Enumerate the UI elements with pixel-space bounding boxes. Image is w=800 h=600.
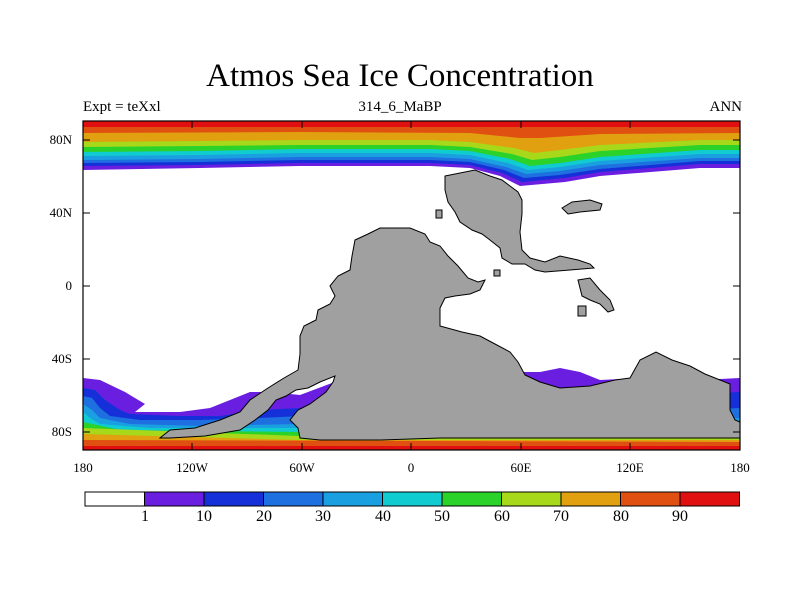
- colorbar-swatch-5: [382, 491, 443, 507]
- colorbar: [84, 491, 740, 507]
- colorbar-swatch-6: [441, 491, 502, 507]
- land-mass-island-4: [435, 209, 443, 219]
- colorbar-swatch-8: [560, 491, 621, 507]
- lat-ticks: [83, 139, 740, 433]
- lon-label-0: 0: [407, 460, 415, 475]
- colorbar-label-80: 80: [613, 508, 629, 525]
- land-mass-island-5: [493, 269, 501, 277]
- land-mass-island-1: [561, 199, 603, 215]
- colorbar-swatch-3: [263, 491, 324, 507]
- land-mass-eurasia: [444, 169, 596, 273]
- lon-label-60e: 60E: [510, 460, 532, 475]
- lon-label-120w: 120W: [176, 460, 208, 475]
- lat-label-80s: 80S: [51, 424, 72, 439]
- colorbar-swatch-7: [501, 491, 562, 507]
- lat-label-40s: 40S: [51, 351, 72, 366]
- colorbar-label-50: 50: [434, 508, 450, 525]
- colorbar-label-60: 60: [494, 508, 510, 525]
- colorbar-label-20: 20: [256, 508, 272, 525]
- season-label: ANN: [709, 99, 743, 115]
- colorbar-label-40: 40: [375, 508, 391, 525]
- colorbar-label-90: 90: [672, 508, 688, 525]
- arctic-sea-ice: [83, 121, 740, 186]
- colorbar-swatch-2: [203, 491, 264, 507]
- lon-ticks: [82, 121, 741, 450]
- lat-label-0: 0: [65, 278, 73, 293]
- colorbar-label-70: 70: [553, 508, 569, 525]
- lat-label-40n: 40N: [49, 205, 72, 220]
- lon-label-60w: 60W: [289, 460, 315, 475]
- experiment-label: Expt = teXxl: [83, 99, 161, 115]
- map-title: Atmos Sea Ice Concentration: [206, 58, 594, 94]
- lon-label-120e: 120E: [616, 460, 644, 475]
- colorbar-swatch-9: [620, 491, 681, 507]
- land-masses: [158, 169, 740, 441]
- colorbar-swatch-4: [322, 491, 383, 507]
- colorbar-label-30: 30: [315, 508, 331, 525]
- lon-label-180e: 180: [730, 460, 750, 475]
- land-mass-island-2: [577, 277, 615, 313]
- colorbar-swatch-1: [144, 491, 205, 507]
- lon-label-180w: 180: [73, 460, 93, 475]
- land-mass-gondwana: [158, 227, 740, 441]
- colorbar-label-1: 1: [141, 508, 149, 525]
- lat-label-80n: 80N: [49, 132, 72, 147]
- colorbar-label-10: 10: [196, 508, 212, 525]
- colorbar-swatch-0: [84, 491, 145, 507]
- land-mass-island-3: [577, 305, 587, 317]
- period-label: 314_6_MaBP: [358, 99, 442, 115]
- colorbar-swatch-10: [679, 491, 740, 507]
